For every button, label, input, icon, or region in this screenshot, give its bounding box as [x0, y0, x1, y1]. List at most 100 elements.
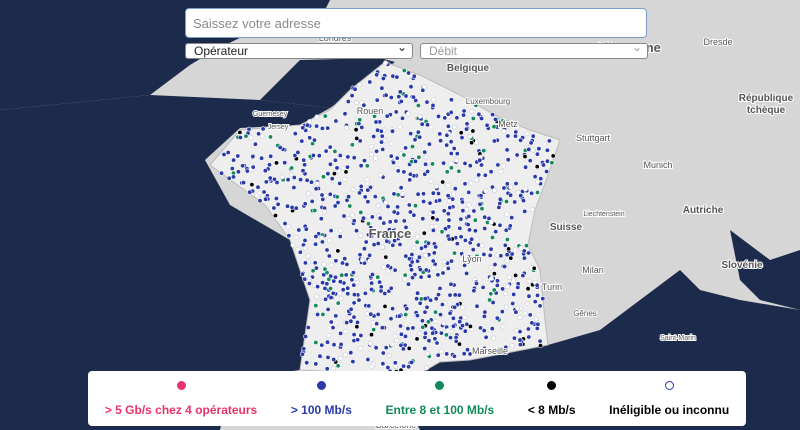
map-dot: [300, 125, 306, 131]
map-dot: [364, 163, 370, 169]
map-dot: [302, 237, 308, 243]
operator-select[interactable]: Opérateur: [185, 40, 413, 59]
map-dot: [467, 323, 473, 329]
map-dot: [372, 194, 378, 200]
map-label: Guernesey: [253, 111, 288, 118]
map-dot: [344, 320, 350, 326]
map-dot: [406, 345, 412, 351]
map-dot: [385, 364, 391, 370]
map-dot: [420, 191, 426, 197]
map-dot: [459, 323, 465, 329]
map-dot: [478, 193, 484, 199]
map-dot: [398, 342, 404, 348]
map-dot: [481, 251, 487, 257]
map-dot: [520, 198, 526, 204]
map-dot: [513, 309, 519, 315]
map-dot: [274, 180, 280, 186]
map-dot: [382, 60, 388, 66]
map-dot: [302, 260, 308, 266]
map-dot: [471, 288, 477, 294]
legend-dot: [435, 380, 445, 390]
map-dot: [350, 359, 356, 365]
map-dot: [324, 366, 330, 372]
map-dot: [342, 111, 348, 117]
map-dot: [314, 294, 320, 300]
map-dot: [321, 209, 327, 215]
map-dot: [392, 333, 398, 339]
map-dot: [308, 179, 314, 185]
map-dot: [444, 142, 450, 148]
map-dot: [400, 191, 406, 197]
map-dot: [354, 275, 360, 281]
map-dot: [488, 219, 494, 225]
legend-label: > 5 Gb/s chez 4 opérateurs: [104, 402, 258, 417]
map-dot: [470, 116, 476, 122]
map-dot: [494, 282, 500, 288]
map-dot: [296, 227, 302, 233]
map-dot: [346, 194, 352, 200]
map-dot: [343, 169, 349, 175]
map-dot: [333, 118, 339, 124]
map-dot: [465, 222, 471, 228]
map-dot: [442, 115, 448, 121]
map-dot: [538, 176, 544, 182]
map-dot: [454, 151, 460, 157]
map-dot: [498, 253, 504, 259]
map-dot: [360, 215, 366, 221]
map-dot: [483, 334, 489, 340]
map-dot: [492, 116, 498, 122]
legend-dot: [664, 380, 674, 390]
map-dot: [526, 293, 532, 299]
map-dot: [544, 158, 550, 164]
map-dot: [351, 218, 357, 224]
map-dot: [462, 181, 468, 187]
map-dot: [518, 245, 524, 251]
map-dot: [476, 172, 482, 178]
map-dot: [463, 126, 469, 132]
map-dot: [448, 151, 454, 157]
map-dot: [351, 332, 357, 338]
map-dot: [375, 274, 381, 280]
map-dot: [488, 169, 494, 175]
map-dot: [373, 155, 379, 161]
map-dot: [452, 292, 458, 298]
map-dot: [367, 252, 373, 258]
map-dot: [428, 178, 434, 184]
map-dot: [433, 318, 439, 324]
map-dot: [525, 326, 531, 332]
map-dot: [446, 217, 452, 223]
map-dot: [491, 124, 497, 130]
map-dot: [299, 351, 305, 357]
map-dot: [401, 218, 407, 224]
map-dot: [356, 190, 362, 196]
map-dot: [293, 235, 299, 241]
map-dot: [426, 141, 432, 147]
map-dot: [423, 154, 429, 160]
map-dot: [518, 193, 524, 199]
map-dot: [458, 130, 464, 136]
map-dot: [351, 282, 357, 288]
map-label: Dresde: [703, 37, 732, 47]
map-dot: [549, 160, 555, 166]
map-dot: [359, 257, 365, 263]
map-dot: [497, 200, 503, 206]
map-dot: [520, 273, 526, 279]
search-input[interactable]: Saissez votre adresse: [185, 8, 647, 38]
map-dot: [354, 135, 360, 141]
map-dot: [375, 127, 381, 133]
map-dot: [358, 332, 364, 338]
map-dot: [332, 203, 338, 209]
map-dot: [444, 169, 450, 175]
speed-select[interactable]: Débit: [420, 40, 648, 59]
map-dot: [319, 192, 325, 198]
map-dot: [362, 290, 368, 296]
map-dot: [508, 192, 514, 198]
map-dot: [454, 241, 460, 247]
map-dot: [422, 334, 428, 340]
map-dot: [435, 272, 441, 278]
map-dot: [509, 343, 515, 349]
map-dot: [416, 154, 422, 160]
map-dot: [285, 224, 291, 230]
map-dot: [456, 168, 462, 174]
map-dot: [461, 112, 467, 118]
